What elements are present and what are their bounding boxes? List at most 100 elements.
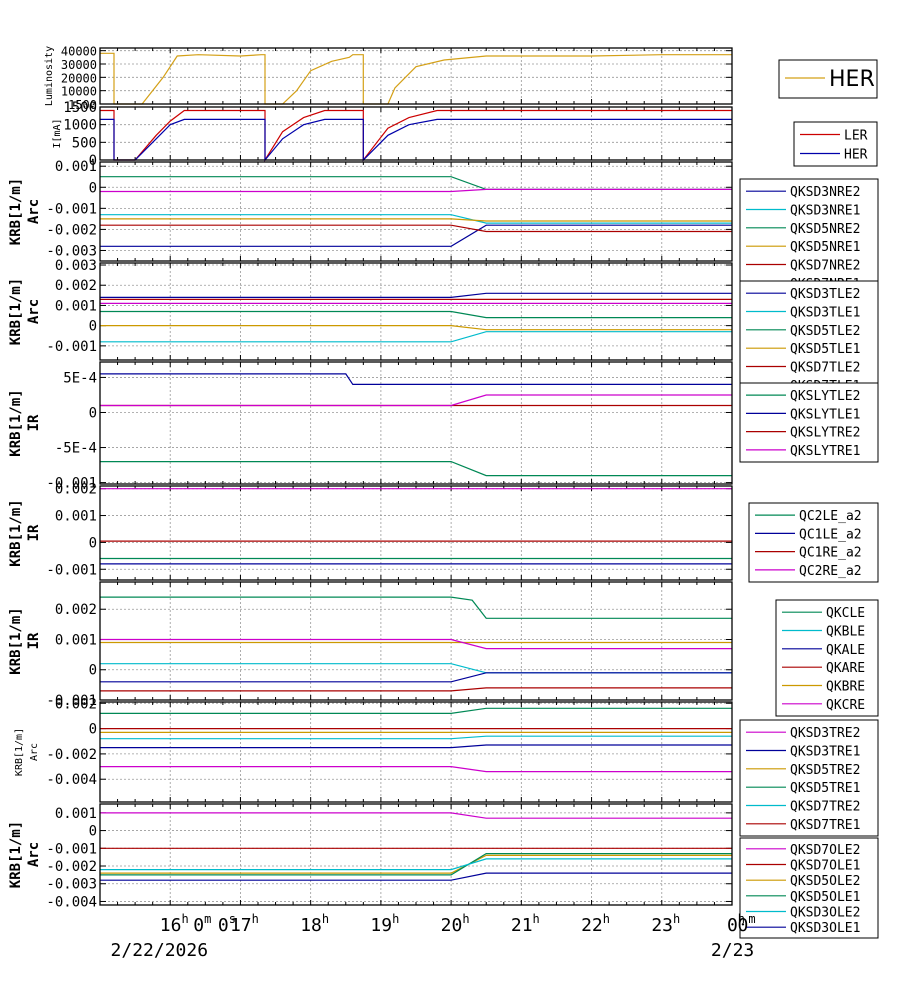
legend-label-qksd5tre2: QKSD5TRE2 [790,763,860,778]
x-tick-label: 16h [160,912,189,936]
panel-frame [99,701,733,803]
y-axis-label: KRB[1/m] [14,728,25,776]
series-line-qksd5ole2 [100,854,732,874]
x-tick-label-overlap: 0m [193,912,211,936]
legend-box [739,280,879,398]
legend-1: HER [778,59,878,99]
legend-label-her: HER [829,67,875,92]
legend-label-qksd5tle2: QKSD5TLE2 [790,324,860,339]
series-line-qksd3nre1 [100,214,732,224]
y-axis-label-secondary: IR [26,414,42,431]
panel-frame [99,581,733,701]
y-tick-label: 0 [89,153,97,169]
legend-label-qksd5ole2: QKSD5OLE2 [790,874,860,889]
legend-label-qksd5nre1: QKSD5NRE1 [790,240,860,255]
y-tick-label: -0.001 [46,841,97,857]
y-tick-label: 0 [89,405,97,421]
panel-frame [99,47,733,105]
y-tick-label: -0.003 [46,243,97,259]
y-tick-label: -0.003 [46,877,97,893]
y-tick-label: 1000 [63,118,97,134]
legend-label-qksd7ole2: QKSD7OLE2 [790,843,860,858]
legend-box [778,59,878,99]
series-line-qksd3nre2 [100,224,732,247]
y-axis-label: KRB[1/m] [8,278,24,345]
x-tick-label: 21h [511,912,540,936]
y-tick-label: 0.001 [55,632,97,648]
y-axis-label: KRB[1/m] [8,389,24,456]
legend-label-qkcre: QKCRE [826,698,865,713]
y-tick-label: 0 [89,663,97,679]
y-tick-label: 0.001 [55,509,97,525]
y-axis-label: Luminosity [44,46,55,106]
legend-label-qksd5tle1: QKSD5TLE1 [790,342,860,357]
x-tick-label: 23h [651,912,680,936]
y-axis-label: KRB[1/m] [8,499,24,566]
y-axis-label-secondary: Arc [29,743,40,761]
series-line-qkcre [100,638,732,650]
series-line-qksd3tre1 [100,744,732,749]
panel-frame [99,485,733,581]
y-tick-label: 40000 [61,45,97,59]
legend-label-ler: LER [844,129,868,144]
panel-9: 0.001 0-0.001 -0.002 -0.003-0.004 KRB[1/m] Ar… [8,803,879,939]
y-tick-label: -0.001 [46,476,97,492]
y-tick-label: -0.001 [46,693,97,709]
legend-label-qksd5ole1: QKSD5OLE1 [790,890,860,905]
x-tick-label: 18h [300,912,329,936]
y-axis-label: KRB[1/m] [8,821,24,888]
legend-box [748,502,879,583]
y-tick-label: 0.002 [55,602,97,618]
y-tick-label: -0.001 [46,201,97,217]
legend-label-qksd7nre2: QKSD7NRE2 [790,259,860,274]
panel-7: 0.002 0.001 0 -0.001 KRB[1/m] IR QKCLE QKBLE QKA… [8,581,879,717]
legend-label-qkcle: QKCLE [826,606,865,621]
legend-label-qksd3tre1: QKSD3TRE1 [790,745,860,760]
series-line-qksd7tre2 [100,735,732,740]
legend-label-qksd3nre2: QKSD3NRE2 [790,185,860,200]
y-tick-label: 0.001 [55,159,97,175]
y-tick-label: 0.001 [55,806,97,822]
series-line-qksd3tle2 [100,292,732,298]
legend-label-qc2re_a2: QC2RE_a2 [799,564,862,579]
legend-label-her: HER [844,148,868,163]
y-axis-label: I[mA] [52,118,63,148]
y-axis-label-secondary: IR [26,632,42,649]
y-tick-label: 1500 [68,98,97,112]
series-line-qksd3tle1 [100,331,732,343]
y-tick-label: 0 [89,535,97,551]
series-line-qksd7nre2 [100,224,732,233]
y-axis-label: KRB[1/m] [8,607,24,674]
y-tick-label: 0 [89,722,97,738]
y-tick-label: -0.002 [46,222,97,238]
series-line-qkale [100,672,732,683]
y-tick-label: 30000 [61,58,97,72]
series-line-qkslytle2 [100,461,732,477]
legend-4: QKSD3TLE2 QKSD3TLE1 QKSD5TLE2 QKSD5TLE1 QKSD… [739,280,879,398]
legend-2: LER HER [793,121,878,167]
series-line-her [100,118,732,162]
legend-label-qksd5nre2: QKSD5NRE2 [790,222,860,237]
series-line-her [100,52,732,105]
series-line-qksd5ole1 [100,852,732,876]
series-line-qksd7ole2 [100,812,732,819]
y-axis-label-secondary: Arc [26,299,42,324]
legend-label-qksd3ole1: QKSD3OLE1 [790,921,860,936]
panel-frame [99,161,733,262]
series-line-ler [100,109,732,163]
legend-box [739,837,879,939]
y-axis-label: KRB[1/m] [8,178,24,245]
series-line-qkble [100,663,732,674]
legend-label-qksd7tle2: QKSD7TLE2 [790,361,860,376]
series-line-qkcle [100,596,732,619]
y-tick-label: 5E-4 [63,370,97,386]
legend-label-qksd3tre2: QKSD3TRE2 [790,726,860,741]
series-line-qksd3ole2 [100,858,732,871]
x-date-label: 2/23 [711,940,754,961]
legend-label-qc1le_a2: QC1LE_a2 [799,527,862,542]
legend-label-qkale: QKALE [826,643,865,658]
legend-3: QKSD3NRE2 QKSD3NRE1 QKSD5NRE2 QKSD5NRE1 QKSD… [739,178,879,296]
